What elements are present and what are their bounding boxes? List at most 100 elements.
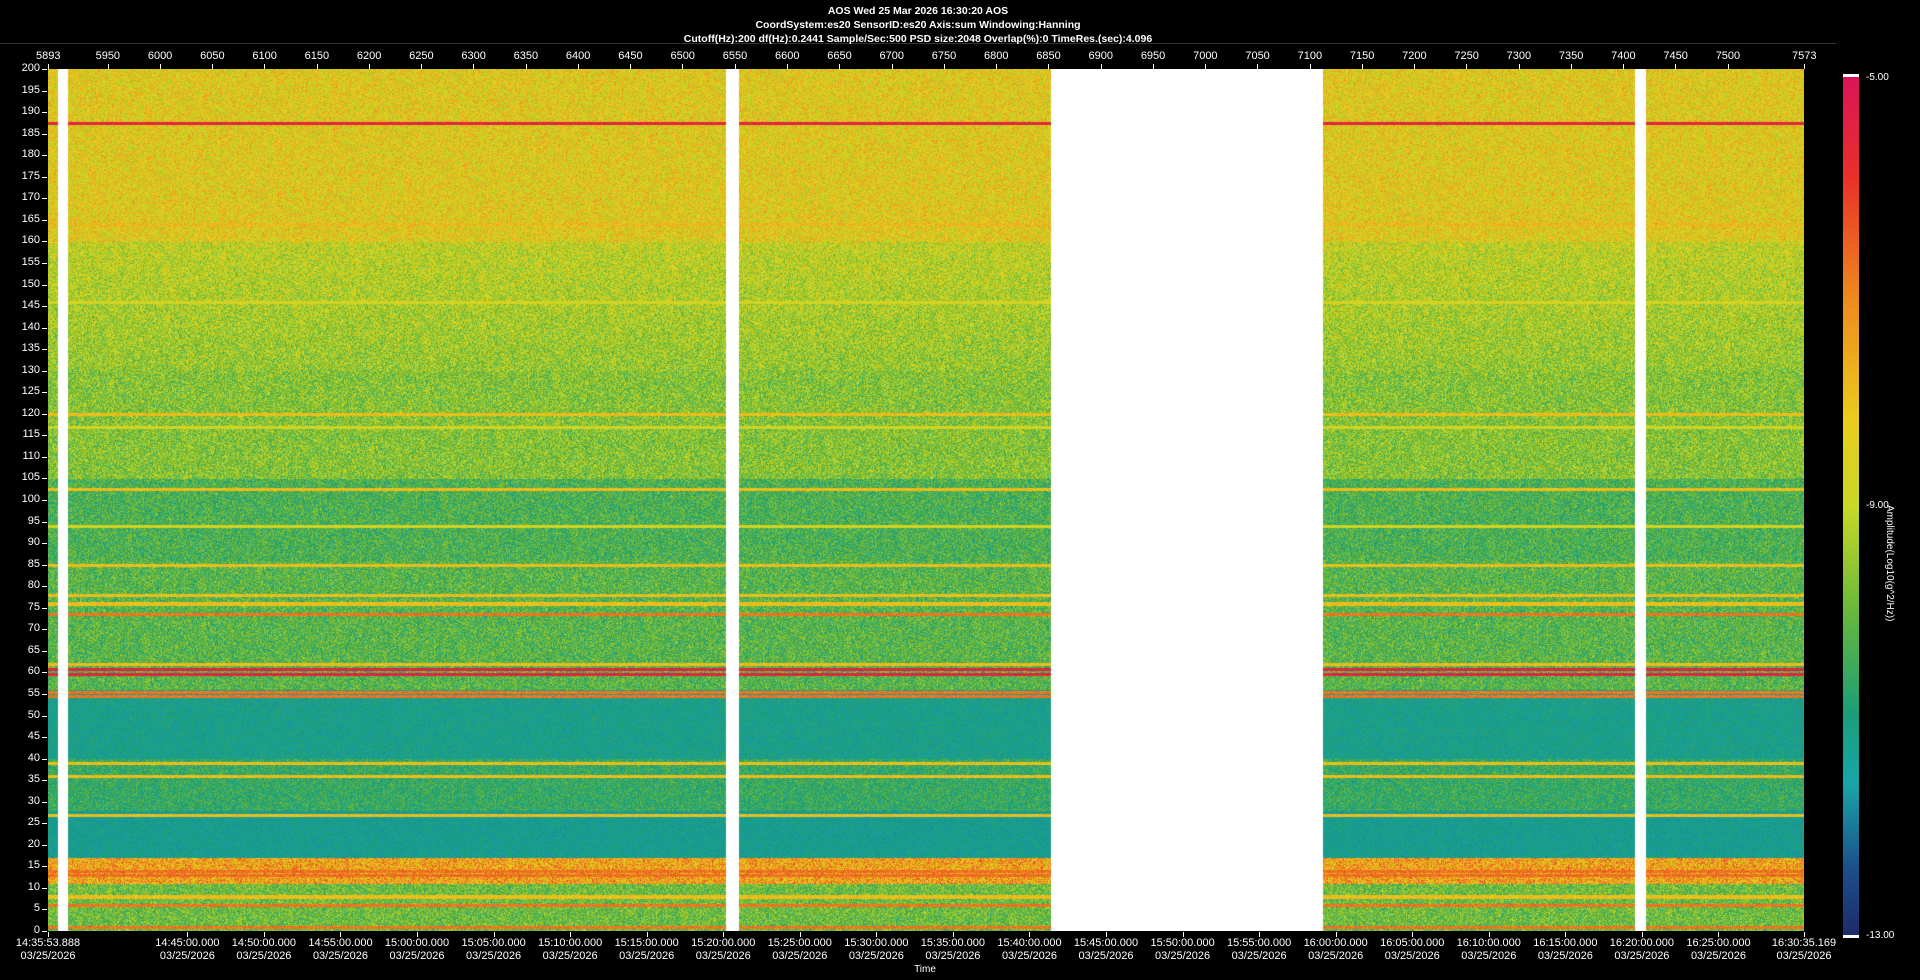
time-tick-date: 03/25/2026 <box>619 950 675 962</box>
y-tick-label: 155 <box>21 255 40 268</box>
time-tick-date: 03/25/2026 <box>1384 950 1440 962</box>
time-tick-label: 14:35:53.888 03/25/2026 <box>11 937 85 963</box>
top-tick-mark <box>1361 64 1363 69</box>
time-tick-date: 03/25/2026 <box>1155 950 1211 962</box>
time-tick-time: 16:05:00.000 <box>1380 937 1445 949</box>
y-tick-label: 140 <box>21 320 40 333</box>
y-tick-mark <box>42 69 47 70</box>
time-tick-mark <box>570 932 572 937</box>
time-tick-time: 15:50:00.000 <box>1150 937 1215 949</box>
time-tick-mark <box>876 932 878 937</box>
time-tick-label: 15:40:00.000 03/25/2026 <box>992 937 1066 963</box>
time-tick-time: 15:05:00.000 <box>461 937 526 949</box>
time-tick-date: 03/25/2026 <box>1308 950 1364 962</box>
top-tick-label: 5950 <box>95 50 121 62</box>
y-tick-mark <box>42 758 47 760</box>
top-tick-label: 6850 <box>1036 50 1061 62</box>
colorbar-mid-label: -9.00 <box>1866 500 1889 511</box>
spectrogram-plot[interactable] <box>48 69 1804 931</box>
y-tick-label: 130 <box>21 363 40 376</box>
time-tick-date: 03/25/2026 <box>1461 950 1517 962</box>
top-tick-label: 6450 <box>618 50 643 62</box>
y-tick-mark <box>42 801 47 803</box>
y-tick-mark <box>42 931 47 932</box>
time-tick-time: 14:35:53.888 <box>15 937 81 949</box>
top-tick-mark <box>1100 64 1102 69</box>
y-tick-label: 195 <box>21 83 40 96</box>
y-tick-label: 40 <box>27 751 40 764</box>
y-tick-mark <box>42 586 47 588</box>
time-tick-date: 03/25/2026 <box>1614 950 1670 962</box>
top-tick-label: 6300 <box>461 50 486 62</box>
time-tick-mark <box>187 932 189 937</box>
y-tick-label: 180 <box>21 148 40 161</box>
chart-header: AOS Wed 25 Mar 2026 16:30:20 AOS CoordSy… <box>0 0 1836 45</box>
top-tick-label: 5893 <box>36 50 61 62</box>
time-tick-time: 14:45:00.000 <box>155 937 220 949</box>
y-tick-label: 60 <box>27 665 40 678</box>
y-tick-label: 150 <box>21 277 40 290</box>
time-tick-label: 14:55:00.000 03/25/2026 <box>303 937 377 963</box>
time-tick-label: 16:00:00.000 03/25/2026 <box>1299 937 1373 963</box>
top-tick-label: 7150 <box>1349 50 1375 62</box>
y-tick-label: 105 <box>21 471 40 484</box>
top-tick-mark <box>421 64 423 69</box>
time-tick-time: 15:20:00.000 <box>691 937 756 949</box>
top-tick-mark <box>368 64 370 69</box>
time-tick-mark <box>1259 932 1261 937</box>
top-tick-mark <box>473 64 475 69</box>
top-tick-mark <box>1048 64 1050 69</box>
top-tick-mark <box>1414 64 1416 69</box>
y-tick-mark <box>42 392 47 394</box>
time-tick-mark <box>1412 932 1414 937</box>
top-tick-label: 6100 <box>252 50 277 62</box>
y-tick-mark <box>42 133 47 135</box>
top-tick-mark <box>577 64 579 69</box>
top-tick-label: 7050 <box>1245 50 1270 62</box>
y-tick-mark <box>42 198 47 200</box>
time-tick-label: 15:25:00.000 03/25/2026 <box>763 937 837 963</box>
y-tick-mark <box>42 456 47 458</box>
y-tick-label: 200 <box>21 62 40 74</box>
y-tick-mark <box>42 478 47 480</box>
y-tick-label: 0 <box>33 924 40 936</box>
top-tick-label: 6500 <box>670 50 695 62</box>
time-tick-label: 15:05:00.000 03/25/2026 <box>457 937 531 963</box>
y-tick-label: 175 <box>21 169 40 182</box>
y-tick-mark <box>42 909 47 911</box>
time-tick-label: 15:50:00.000 03/25/2026 <box>1146 937 1220 963</box>
y-tick-label: 10 <box>27 880 40 893</box>
y-tick-label: 85 <box>27 557 40 570</box>
time-tick-date: 03/25/2026 <box>925 950 981 962</box>
y-tick-mark <box>42 349 47 351</box>
top-tick-mark <box>1152 64 1154 69</box>
y-tick-mark <box>42 370 47 372</box>
y-tick-label: 165 <box>21 212 40 225</box>
top-tick-label: 7573 <box>1792 50 1817 62</box>
y-tick-mark <box>42 306 47 308</box>
y-tick-mark <box>42 241 47 243</box>
time-tick-label: 15:20:00.000 03/25/2026 <box>686 937 760 963</box>
top-tick-label: 6150 <box>304 50 330 62</box>
time-tick-date: 03/25/2026 <box>772 950 828 962</box>
y-tick-mark <box>42 155 47 157</box>
top-tick-label: 7500 <box>1715 50 1741 62</box>
y-tick-mark <box>42 176 47 178</box>
y-tick-label: 20 <box>27 837 40 850</box>
y-tick-label: 135 <box>21 342 40 355</box>
y-tick-label: 115 <box>22 428 40 441</box>
time-tick-time: 16:10:00.000 <box>1456 937 1521 949</box>
top-tick-mark <box>1466 64 1468 69</box>
top-tick-label: 7250 <box>1454 50 1479 62</box>
y-tick-mark <box>42 844 47 846</box>
top-tick-mark <box>943 64 945 69</box>
time-tick-time: 16:20:00.000 <box>1609 937 1675 949</box>
top-tick-mark <box>1570 64 1572 69</box>
time-tick-date: 03/25/2026 <box>20 950 76 962</box>
top-tick-mark <box>891 64 893 69</box>
time-tick-mark <box>1565 932 1567 937</box>
top-tick-label: 7300 <box>1506 50 1532 62</box>
top-tick-label: 6050 <box>200 50 225 62</box>
time-tick-time: 16:00:00.000 <box>1303 937 1368 949</box>
time-tick-mark <box>723 932 725 937</box>
